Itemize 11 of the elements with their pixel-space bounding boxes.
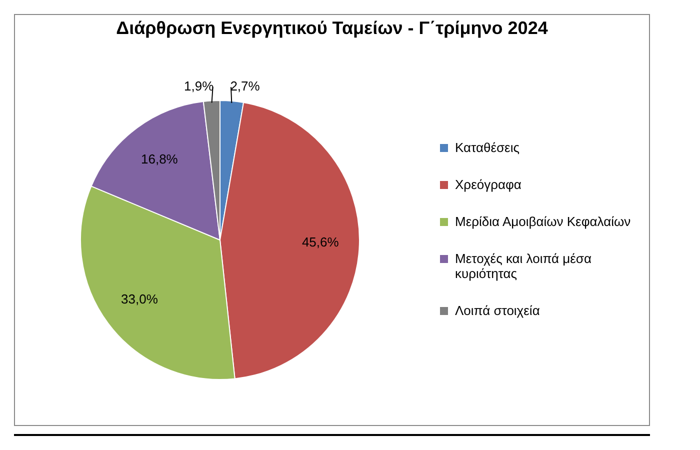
data-label: 1,9%	[184, 78, 214, 94]
legend-label: Καταθέσεις	[455, 140, 520, 155]
legend-label: Μετοχές και λοιπά μέσα κυριότητας	[455, 251, 592, 281]
data-label: 45,6%	[302, 234, 340, 250]
legend-label: Μερίδια Αμοιβαίων Κεφαλαίων	[455, 214, 631, 229]
legend-label: Χρεόγραφα	[455, 177, 522, 192]
data-label: 33,0%	[121, 292, 158, 307]
data-label: 16,8%	[141, 151, 178, 166]
data-label: 2,7%	[230, 78, 260, 94]
chart-title: Διάρθρωση Ενεργητικού Ταμείων - Γ΄τρίμηνο 2024	[115, 18, 549, 39]
legend-label: Λοιπά στοιχεία	[455, 303, 540, 318]
